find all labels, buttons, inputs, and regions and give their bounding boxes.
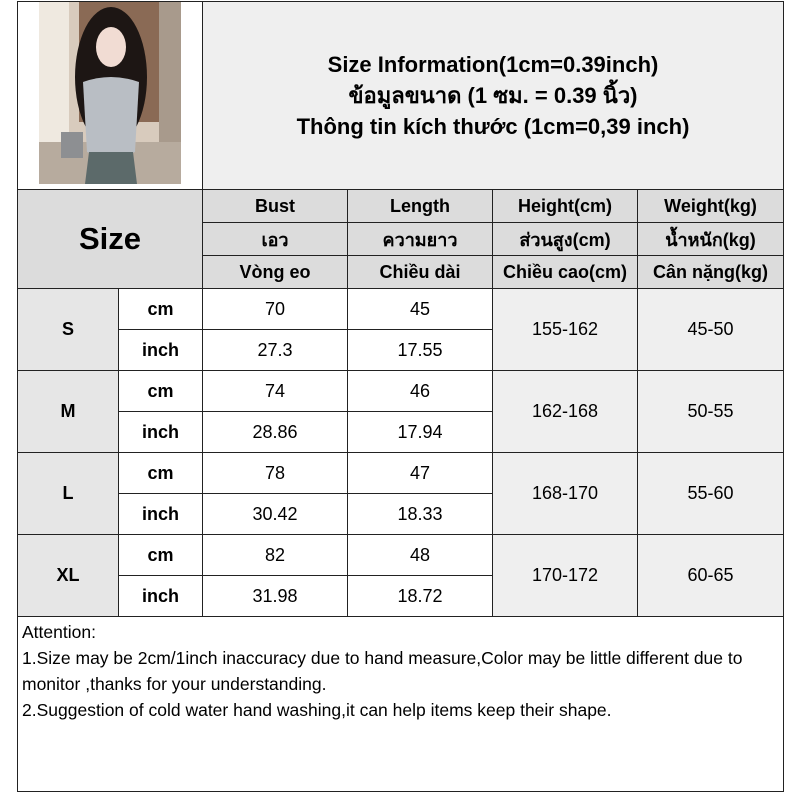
size-label: M: [17, 370, 119, 453]
length-header-en: Length: [347, 189, 493, 223]
length-inch-value: 18.72: [347, 575, 493, 617]
bust-header-en: Bust: [202, 189, 348, 223]
bust-inch-value: 28.86: [202, 411, 348, 453]
length-inch-value: 18.33: [347, 493, 493, 535]
attention-line-2: 2.Suggestion of cold water hand washing,…: [22, 700, 612, 720]
weight-range: 60-65: [637, 534, 784, 617]
size-info-title: Size Information(1cm=0.39inch) ข้อมูลขนา…: [202, 1, 784, 190]
length-inch-value: 17.94: [347, 411, 493, 453]
unit-inch-label: inch: [118, 329, 203, 371]
length-inch-value: 17.55: [347, 329, 493, 371]
unit-cm-label: cm: [118, 370, 203, 412]
bust-header-vi: Vòng eo: [202, 255, 348, 289]
bust-inch-value: 31.98: [202, 575, 348, 617]
title-vietnamese: Thông tin kích thước (1cm=0,39 inch): [296, 114, 690, 139]
unit-inch-label: inch: [118, 411, 203, 453]
height-header-th: ส่วนสูง(cm): [492, 222, 638, 256]
title-thai: ข้อมูลขนาด (1 ซม. = 0.39 นิ้ว): [348, 83, 638, 108]
bust-cm-value: 74: [202, 370, 348, 412]
length-cm-value: 46: [347, 370, 493, 412]
weight-header-vi: Cân nặng(kg): [637, 255, 784, 289]
size-chart: Size Information(1cm=0.39inch) ข้อมูลขนา…: [17, 1, 784, 792]
weight-header-th: น้ำหนัก(kg): [637, 222, 784, 256]
size-row-inch: inch 27.3 17.55: [18, 329, 784, 371]
size-label: L: [17, 452, 119, 535]
bust-inch-value: 27.3: [202, 329, 348, 371]
height-range: 168-170: [492, 452, 638, 535]
size-column-header: Size: [17, 189, 203, 289]
weight-range: 50-55: [637, 370, 784, 453]
weight-header-en: Weight(kg): [637, 189, 784, 223]
length-cm-value: 48: [347, 534, 493, 576]
size-row-inch: inch 28.86 17.94: [18, 411, 784, 453]
unit-inch-label: inch: [118, 575, 203, 617]
bust-header-th: เอว: [202, 222, 348, 256]
height-range: 155-162: [492, 288, 638, 371]
weight-range: 45-50: [637, 288, 784, 371]
size-label: XL: [17, 534, 119, 617]
attention-heading: Attention:: [22, 622, 96, 642]
length-cm-value: 45: [347, 288, 493, 330]
size-row-inch: inch 31.98 18.72: [18, 575, 784, 617]
length-cm-value: 47: [347, 452, 493, 494]
length-header-vi: Chiều dài: [347, 255, 493, 289]
bust-inch-value: 30.42: [202, 493, 348, 535]
size-row-cm: XL cm 82 48 170-172 60-65: [17, 534, 784, 617]
unit-cm-label: cm: [118, 288, 203, 330]
weight-range: 55-60: [637, 452, 784, 535]
attention-notes: Attention: 1.Size may be 2cm/1inch inacc…: [17, 616, 784, 792]
height-range: 162-168: [492, 370, 638, 453]
bust-cm-value: 82: [202, 534, 348, 576]
bust-cm-value: 78: [202, 452, 348, 494]
size-label: S: [17, 288, 119, 371]
title-english: Size Information(1cm=0.39inch): [327, 52, 659, 77]
unit-cm-label: cm: [118, 452, 203, 494]
height-header-vi: Chiều cao(cm): [492, 255, 638, 289]
length-header-th: ความยาว: [347, 222, 493, 256]
height-header-en: Height(cm): [492, 189, 638, 223]
unit-inch-label: inch: [118, 493, 203, 535]
model-photo-image: [39, 2, 181, 184]
height-range: 170-172: [492, 534, 638, 617]
size-row-inch: inch 30.42 18.33: [18, 493, 784, 535]
unit-cm-label: cm: [118, 534, 203, 576]
attention-line-1: 1.Size may be 2cm/1inch inaccuracy due t…: [22, 648, 748, 694]
bust-cm-value: 70: [202, 288, 348, 330]
product-photo: [17, 1, 203, 190]
